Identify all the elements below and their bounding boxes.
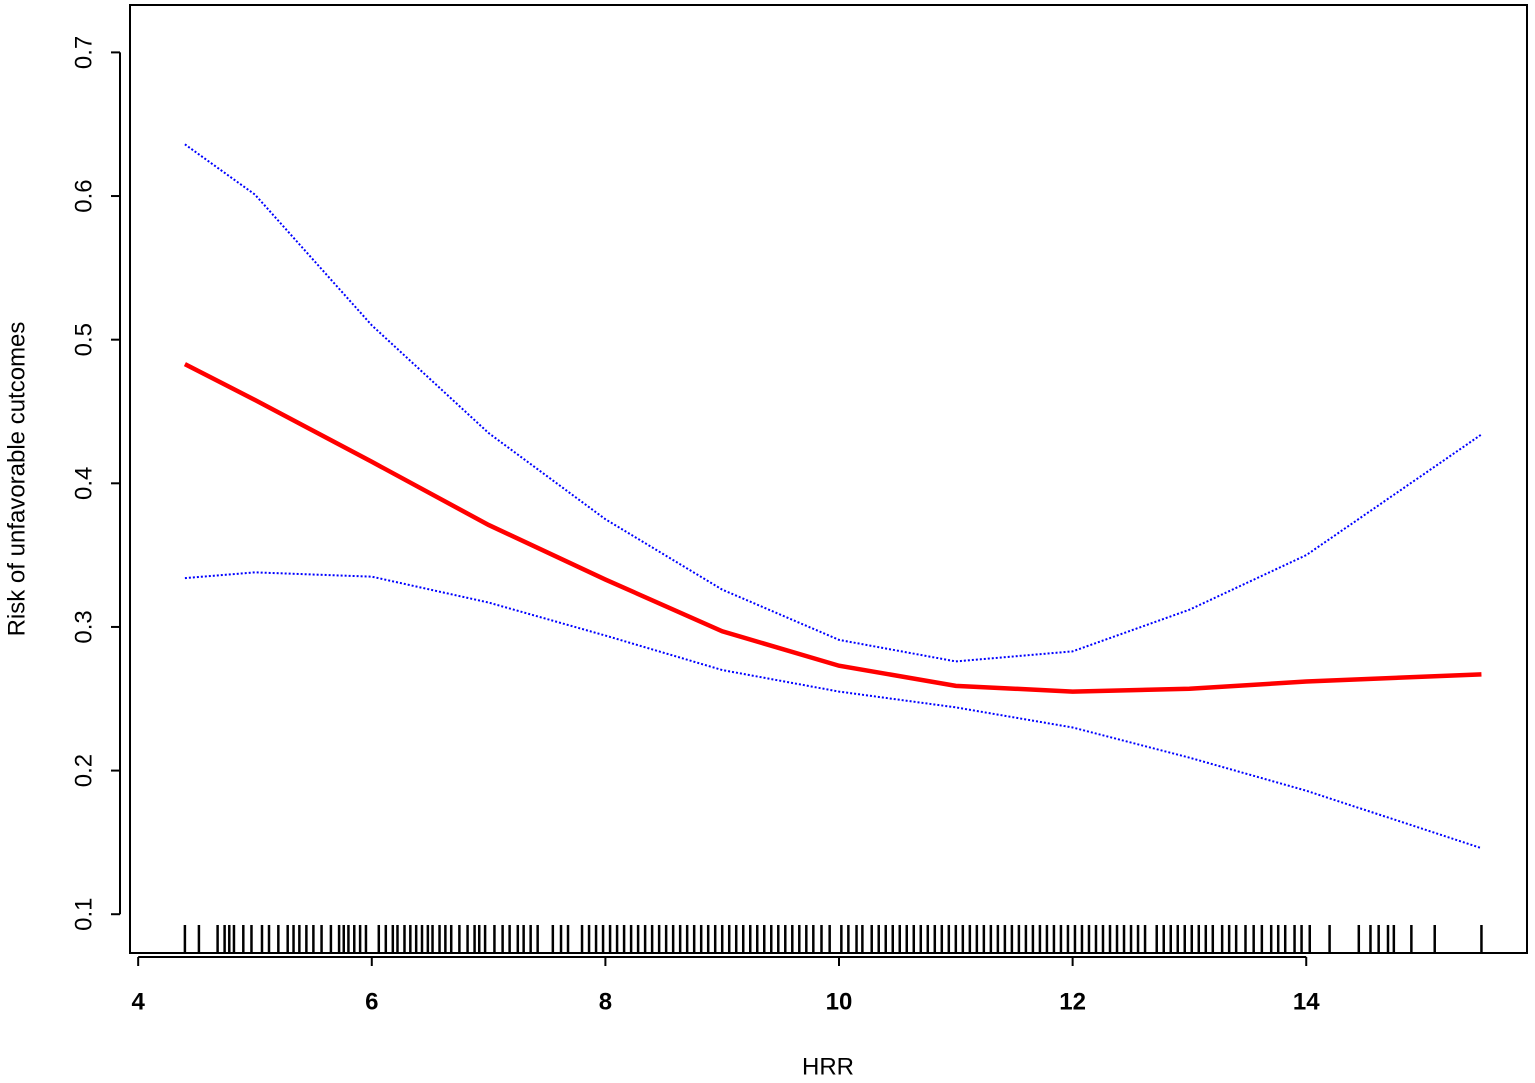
x-tick-label: 8 — [599, 988, 612, 1015]
x-tick-label: 6 — [365, 988, 378, 1015]
x-tick-label: 12 — [1059, 988, 1086, 1015]
x-tick-label: 14 — [1293, 988, 1320, 1015]
confidence-line — [184, 143, 1483, 663]
plot-box — [129, 4, 1528, 954]
fit-line — [183, 362, 1482, 694]
y-tick-label: 0.7 — [70, 36, 97, 69]
x-tick-label: 10 — [826, 988, 853, 1015]
y-tick-label: 0.6 — [70, 179, 97, 212]
x-tick-label: 4 — [131, 988, 145, 1015]
x-axis-label: HRR — [802, 1053, 854, 1080]
y-axis-label: Risk of unfavorable cutcomes — [3, 322, 30, 637]
y-tick-label: 0.5 — [70, 323, 97, 356]
y-tick-label: 0.2 — [70, 754, 97, 787]
y-tick-label: 0.3 — [70, 610, 97, 643]
y-tick-label: 0.1 — [70, 898, 97, 931]
confidence-line — [184, 571, 1482, 850]
y-tick-label: 0.4 — [70, 467, 97, 500]
